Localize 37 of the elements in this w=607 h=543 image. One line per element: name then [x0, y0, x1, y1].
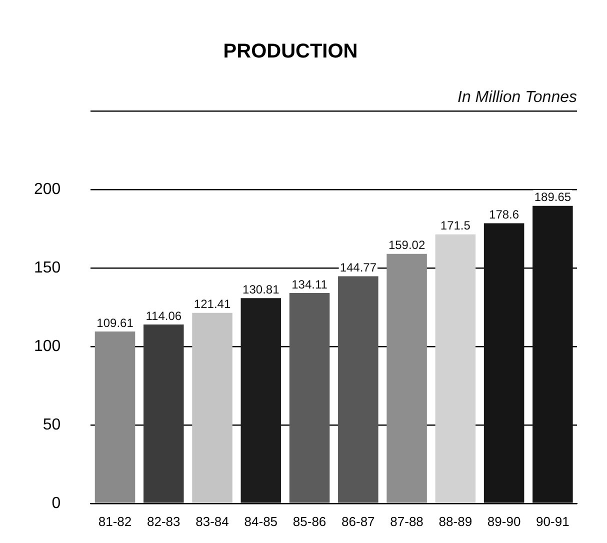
bar — [484, 223, 524, 503]
y-tick-label: 50 — [42, 416, 61, 434]
bar — [338, 276, 378, 503]
x-tick-label: 88-89 — [438, 514, 472, 529]
data-label: 109.61 — [96, 316, 134, 330]
y-tick-label: 0 — [52, 494, 61, 512]
y-tick-label: 200 — [34, 181, 61, 198]
data-label: 114.06 — [146, 308, 182, 323]
bar — [144, 324, 184, 503]
chart-title: PRODUCTION — [223, 40, 358, 63]
x-tick-label: 87-88 — [390, 514, 424, 529]
data-label: 178.6 — [489, 208, 520, 222]
bar — [289, 293, 330, 503]
data-label: 130.81 — [242, 282, 280, 296]
y-tick-label: 100 — [34, 338, 61, 355]
x-tick-label: 89-90 — [487, 514, 521, 529]
bar — [240, 298, 282, 503]
x-tick-label: 84-85 — [244, 514, 278, 529]
x-tick-label: 83-84 — [196, 514, 229, 529]
x-tick-label: 85-86 — [292, 514, 326, 529]
bar — [192, 312, 232, 503]
x-tick-label: 90-91 — [536, 514, 570, 529]
chart-subtitle: In Million Tonnes — [458, 89, 577, 106]
data-label: 189.65 — [534, 190, 572, 204]
bar — [532, 206, 573, 503]
data-label: 144.77 — [340, 260, 377, 275]
bar — [435, 234, 476, 503]
bar — [386, 254, 427, 503]
x-tick-label: 81-82 — [98, 514, 132, 529]
data-label: 171.5 — [440, 218, 471, 233]
data-label: 121.41 — [194, 297, 231, 312]
data-label: 159.02 — [388, 238, 426, 252]
x-tick-label: 82-83 — [147, 514, 180, 529]
data-label: 134.11 — [292, 277, 328, 292]
x-tick-label: 86-87 — [342, 514, 375, 529]
bar — [94, 331, 136, 503]
y-tick-label: 150 — [34, 259, 61, 276]
